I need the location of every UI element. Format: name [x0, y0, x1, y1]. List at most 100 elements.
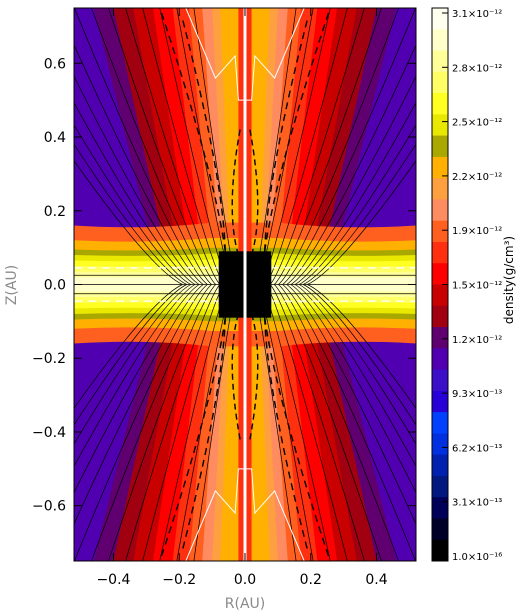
colorbar-swatch: [432, 263, 448, 285]
field-line: [74, 44, 204, 285]
colorbar-swatch: [432, 390, 448, 413]
colorbar-swatch: [432, 241, 448, 264]
colorbar-swatch: [432, 412, 448, 434]
colorbar-label: density(g/cm³): [502, 236, 516, 324]
x-tick-label: 0.4: [365, 572, 387, 588]
field-line: [74, 8, 208, 285]
x-tick-label: 0.2: [300, 572, 322, 588]
dashed-contour: [159, 317, 226, 561]
x-tick-label: −0.2: [162, 572, 196, 588]
dashed-contour: [264, 317, 309, 551]
colorbar-swatch: [432, 29, 448, 52]
field-line: [74, 284, 196, 468]
field-line: [108, 284, 216, 561]
colorbar-swatch: [432, 199, 448, 222]
field-line: [274, 284, 382, 561]
colorbar-swatch: [432, 369, 448, 392]
field-line: [278, 8, 399, 285]
dashed-contour: [159, 8, 226, 252]
colorbar-tick-label: 1.9×10⁻¹²: [452, 226, 502, 237]
colorbar-swatch: [432, 93, 448, 115]
colorbar-tick-label: 1.5×10⁻¹²: [452, 281, 502, 292]
field-line: [91, 284, 212, 561]
magnetic-field-lines: [74, 8, 416, 561]
colorbar-tick-label: 1.2×10⁻¹²: [452, 335, 502, 346]
colorbar-swatch: [432, 114, 448, 137]
colorbar-tick-label: 3.1×10⁻¹³: [452, 498, 502, 509]
field-line: [74, 284, 204, 525]
colorbar-swatch: [432, 156, 448, 179]
colorbar-swatch: [432, 305, 448, 328]
colorbar-tick-label: 2.5×10⁻¹²: [452, 118, 502, 129]
dashed-contour: [264, 317, 331, 561]
colorbar-swatch: [432, 50, 448, 73]
field-line: [74, 160, 183, 285]
field-line: [269, 284, 365, 561]
colorbar-swatch: [432, 518, 448, 541]
colorbar-tick-labels: 3.1×10⁻¹² 2.8×10⁻¹² 2.5×10⁻¹² 2.2×10⁻¹² 1.9×…: [442, 9, 502, 563]
field-line: [286, 44, 416, 285]
colorbar-swatch: [432, 539, 448, 562]
plot-area: [74, 8, 416, 561]
colorbar-swatch: [432, 433, 448, 456]
dashed-contour: [181, 18, 226, 252]
field-line: [74, 284, 187, 426]
field-line: [74, 284, 183, 409]
dashed-contour-axis: [231, 129, 259, 256]
field-line: [282, 8, 416, 285]
dashed-contour: [264, 8, 331, 252]
field-line: [294, 101, 416, 285]
field-line: [108, 8, 216, 285]
field-line: [303, 284, 416, 426]
field-line: [290, 284, 416, 494]
field-line: [274, 8, 382, 285]
field-line: [125, 284, 221, 561]
field-line: [290, 75, 416, 285]
y-tick-label: −0.4: [32, 425, 66, 441]
field-line: [282, 284, 416, 561]
colorbar-tick-label: 2.2×10⁻¹²: [452, 172, 502, 183]
colorbar-swatch: [432, 327, 448, 349]
field-line: [269, 8, 365, 285]
y-tick-label: 0.6: [44, 56, 66, 72]
field-line: [298, 124, 416, 285]
x-axis-label: R(AU): [225, 596, 265, 612]
field-line: [74, 124, 192, 285]
x-tick-label: −0.4: [96, 572, 130, 588]
colorbar-swatch: [432, 348, 448, 371]
field-line: [125, 8, 221, 285]
y-tick-label: −0.2: [32, 351, 66, 367]
field-line: [74, 284, 200, 494]
dashed-contour: [181, 317, 226, 551]
x-tick-label: 0.0: [234, 572, 256, 588]
colorbar-swatch: [432, 71, 448, 94]
field-line: [307, 284, 416, 409]
y-axis-label: Z(AU): [4, 265, 20, 305]
colorbar-swatch: [432, 475, 448, 498]
field-line: [294, 284, 416, 468]
field-line: [74, 143, 187, 285]
y-tick-label: 0.4: [44, 130, 66, 146]
colorbar-swatch: [432, 454, 448, 477]
colorbar-tick-label: 1.0×10⁻¹⁶: [452, 552, 502, 563]
y-axis-ticks: −0.6 −0.4 −0.2 0.0 0.2 0.4 0.6: [32, 56, 416, 515]
colorbar-swatch: [432, 284, 448, 307]
field-line: [91, 8, 212, 285]
dashed-contour: [264, 18, 309, 252]
colorbar-swatch: [432, 178, 448, 200]
colorbar-swatch: [432, 8, 448, 30]
colorbar-tick-label: 3.1×10⁻¹²: [452, 9, 502, 20]
field-line: [74, 284, 192, 445]
field-line: [74, 284, 208, 561]
x-axis-ticks: −0.4 −0.2 0.0 0.2 0.4: [96, 8, 388, 588]
colorbar-tick-label: 6.2×10⁻¹³: [452, 443, 502, 454]
y-tick-label: −0.6: [32, 499, 66, 515]
field-line: [307, 160, 416, 285]
field-line: [74, 101, 196, 285]
colorbar-tick-label: 2.8×10⁻¹²: [452, 63, 502, 74]
colorbar-tick-label: 9.3×10⁻¹³: [452, 389, 502, 400]
field-line: [286, 284, 416, 525]
colorbar-swatch: [432, 135, 448, 158]
y-tick-label: 0.0: [44, 278, 66, 294]
